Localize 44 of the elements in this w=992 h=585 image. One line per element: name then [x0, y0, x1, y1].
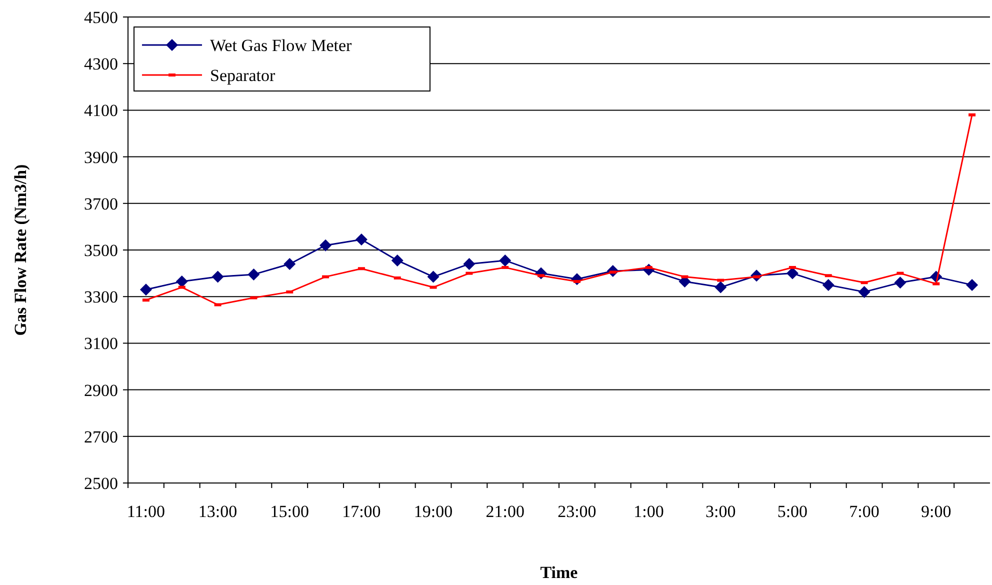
x-tick-label: 23:00	[558, 502, 596, 521]
y-tick-label: 3700	[84, 194, 118, 214]
point	[284, 258, 296, 270]
point	[140, 284, 152, 296]
point	[248, 268, 260, 280]
y-tick-label: 3500	[84, 241, 118, 260]
y-tick-label: 4100	[84, 101, 118, 120]
point	[176, 275, 188, 288]
point	[463, 258, 476, 270]
point	[391, 254, 404, 266]
y-tick-label: 2900	[84, 380, 118, 400]
y-tick-label: 3900	[84, 148, 118, 167]
point	[786, 267, 798, 280]
x-tick-label: 19:00	[414, 502, 453, 521]
point	[499, 254, 512, 266]
y-tick-label: 3100	[84, 334, 118, 354]
point	[714, 281, 727, 294]
y-axis-title: Gas Flow Rate (Nm3/h)	[11, 164, 30, 336]
y-tick-label: 4300	[84, 54, 118, 74]
y-tick-label: 2700	[84, 427, 118, 446]
y-tick-label: 3300	[84, 288, 118, 307]
point	[427, 270, 440, 283]
x-tick-label: 1:00	[634, 502, 664, 521]
legend-label: Separator	[210, 66, 276, 85]
legend-label: Wet Gas Flow Meter	[210, 36, 352, 55]
x-tick-label: 11:00	[126, 502, 166, 521]
point	[320, 239, 332, 252]
x-tick-label: 17:00	[342, 502, 381, 521]
point	[822, 278, 834, 291]
x-tick-label: 9:00	[921, 502, 952, 521]
x-axis-title: Time	[540, 563, 578, 582]
x-tick-label: 21:00	[486, 502, 524, 521]
x-tick-label: 13:00	[198, 502, 238, 521]
x-tick-label: 15:00	[270, 502, 309, 521]
point	[966, 278, 978, 291]
y-tick-label: 2500	[84, 474, 118, 493]
point	[858, 286, 870, 298]
x-tick-label: 3:00	[706, 502, 736, 521]
point	[894, 276, 906, 289]
x-tick-label: 5:00	[777, 502, 808, 521]
point	[212, 270, 224, 283]
x-tick-label: 7:00	[849, 502, 880, 521]
point	[355, 234, 368, 246]
y-tick-label: 4500	[84, 8, 118, 27]
